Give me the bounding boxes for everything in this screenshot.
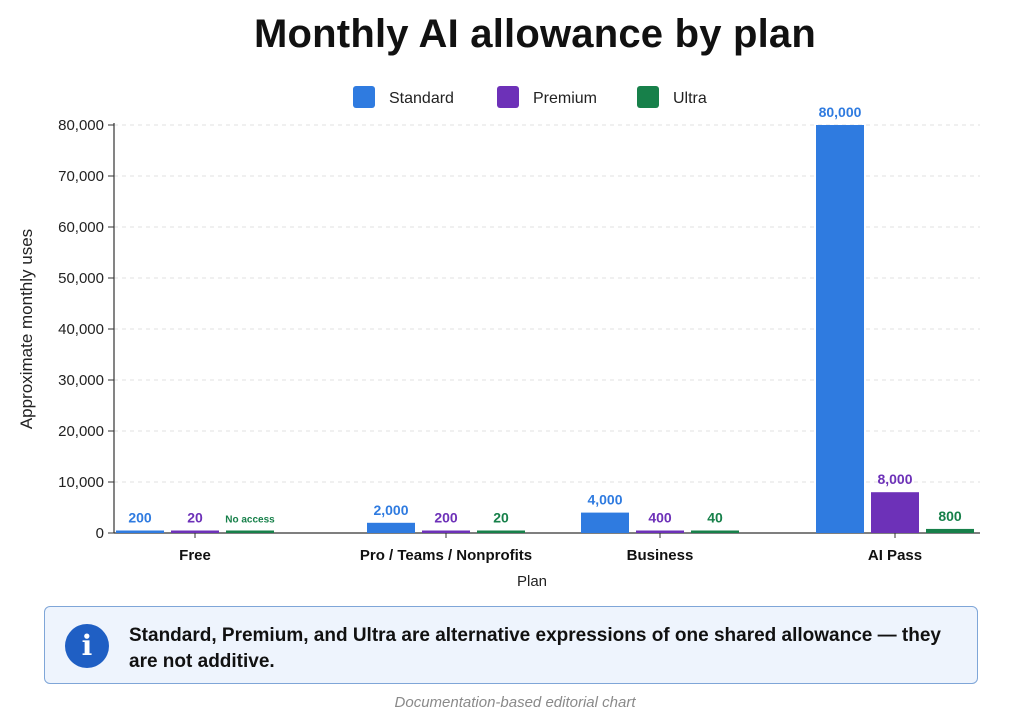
data-label: 20 — [493, 510, 509, 526]
x-tick-label: Pro / Teams / Nonprofits — [360, 547, 532, 564]
info-note-text: Standard, Premium, and Ultra are alterna… — [129, 625, 941, 672]
legend-swatch — [637, 86, 659, 108]
bar-ultra — [226, 530, 274, 533]
data-label: 200 — [128, 510, 152, 526]
legend-swatch — [353, 86, 375, 108]
legend-label: Ultra — [673, 90, 707, 107]
data-label: 200 — [434, 510, 458, 526]
bar-premium — [422, 530, 470, 533]
x-tick-label: Business — [627, 547, 694, 564]
bar-standard — [816, 125, 864, 533]
data-label: 8,000 — [877, 471, 912, 487]
data-label: 20 — [187, 510, 203, 526]
data-label: 800 — [938, 508, 962, 524]
data-label: 400 — [648, 510, 672, 526]
y-tick-label: 70,000 — [58, 168, 104, 185]
bar-standard — [367, 522, 415, 533]
y-tick-label: 10,000 — [58, 474, 104, 491]
data-label: No access — [225, 515, 275, 526]
legend-swatch — [497, 86, 519, 108]
legend-label: Standard — [389, 90, 454, 107]
y-tick-label: 60,000 — [58, 219, 104, 236]
y-tick-label: 80,000 — [58, 117, 104, 134]
y-tick-label: 20,000 — [58, 423, 104, 440]
data-label: 40 — [707, 510, 723, 526]
bar-ultra — [691, 530, 739, 533]
x-tick-label: AI Pass — [868, 547, 922, 564]
y-tick-label: 40,000 — [58, 321, 104, 338]
data-label: 2,000 — [373, 502, 408, 518]
bar-premium — [636, 530, 684, 533]
bar-standard — [581, 512, 629, 533]
y-tick-label: 50,000 — [58, 270, 104, 287]
bar-chart: 0 10,000 20,000 30,000 40,000 50,000 60,000 70,… — [17, 86, 980, 590]
bar-ultra — [926, 528, 974, 533]
x-tick-label: Free — [179, 547, 211, 564]
bar-premium — [171, 530, 219, 533]
info-note: i Standard, Premium, and Ultra are alter… — [44, 606, 978, 684]
data-label: 80,000 — [819, 104, 862, 120]
bar-premium — [871, 492, 919, 533]
y-tick-label: 30,000 — [58, 372, 104, 389]
legend-label: Premium — [533, 90, 597, 107]
y-tick-label: 0 — [96, 525, 104, 542]
source-note: Documentation-based editorial chart — [394, 694, 636, 711]
data-label: 4,000 — [587, 492, 622, 508]
y-axis-label: Approximate monthly uses — [17, 229, 36, 429]
bar-standard — [116, 530, 164, 533]
chart-title: Monthly AI allowance by plan — [254, 12, 816, 56]
x-axis-label: Plan — [517, 573, 547, 590]
info-icon: i — [65, 624, 109, 668]
bar-ultra — [477, 530, 525, 533]
